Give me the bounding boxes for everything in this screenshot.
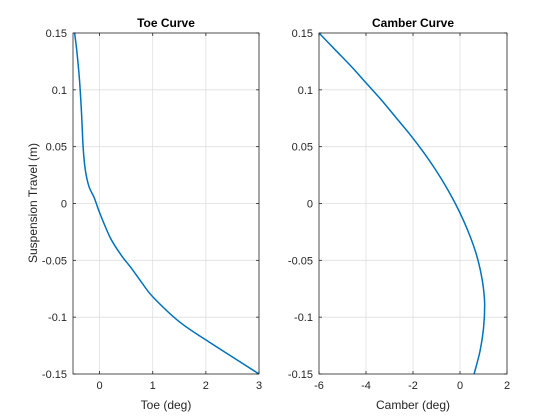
y-tick-label: 0 — [61, 199, 67, 211]
series-line — [73, 32, 260, 375]
chart-title: Toe Curve — [137, 16, 195, 30]
y-tick-label: 0.05 — [292, 142, 313, 154]
y-tick-label: -0.05 — [288, 255, 313, 267]
x-axis-label: Camber (deg) — [376, 398, 450, 412]
y-tick-label: 0.15 — [46, 28, 67, 40]
y-tick-label: 0.05 — [46, 142, 67, 154]
y-tick-label: -0.05 — [42, 255, 67, 267]
y-tick-label: -0.15 — [288, 369, 313, 381]
y-tick-label: 0 — [307, 199, 313, 211]
x-tick-label: 2 — [203, 380, 209, 392]
y-tick-label: -0.1 — [48, 312, 67, 324]
x-tick-label: 2 — [504, 380, 510, 392]
x-tick-label: 0 — [457, 380, 463, 392]
y-axis-label: Suspension Travel (m) — [26, 143, 40, 263]
y-tick-label: 0.1 — [298, 85, 313, 97]
chart-camber-curve: Camber Curve Camber (deg) -6 -4 -2 0 2 -0.15 -… — [288, 16, 510, 412]
y-tick-label: -0.15 — [42, 369, 67, 381]
x-tick-label: -4 — [361, 380, 371, 392]
chart-toe-curve: Toe Curve Toe (deg) Suspension Travel (m… — [26, 16, 262, 412]
x-tick-label: 1 — [150, 380, 156, 392]
series-line — [318, 32, 486, 375]
x-tick-label: -2 — [408, 380, 418, 392]
x-axis-label: Toe (deg) — [141, 398, 192, 412]
y-tick-label: -0.1 — [294, 312, 313, 324]
chart-title: Camber Curve — [372, 16, 454, 30]
x-tick-label: -6 — [314, 380, 324, 392]
y-tick-label: 0.1 — [52, 85, 67, 97]
x-tick-label: 3 — [256, 380, 262, 392]
x-tick-label: 0 — [97, 380, 103, 392]
y-tick-label: 0.15 — [292, 28, 313, 40]
